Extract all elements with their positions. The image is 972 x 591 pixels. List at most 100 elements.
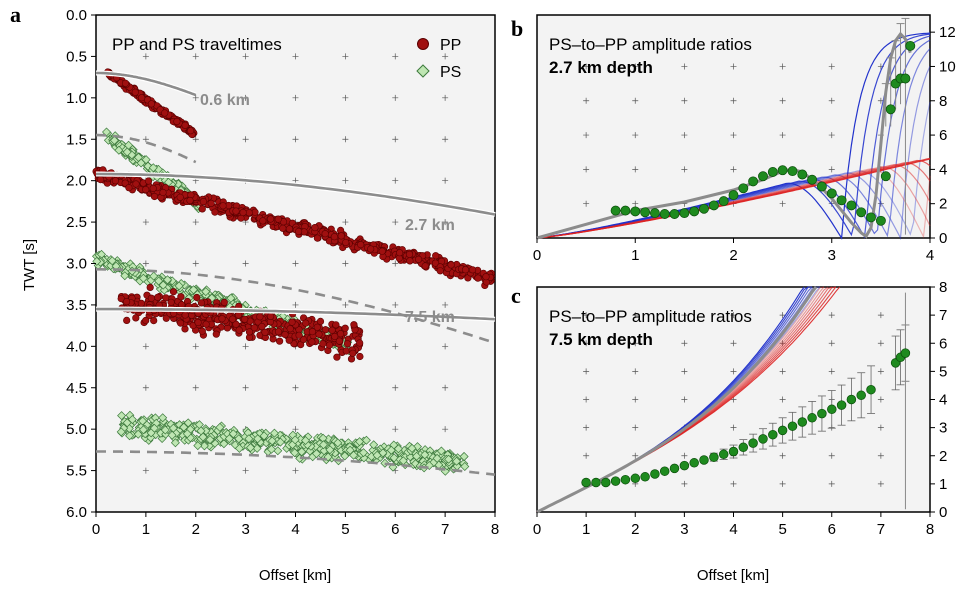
ps-data-point xyxy=(122,418,132,428)
grid-plus-mark xyxy=(632,396,639,403)
pp-data-point xyxy=(258,322,266,331)
grid-plus-mark xyxy=(632,368,639,375)
x-tick-label: 3 xyxy=(680,521,688,538)
panel-c-subtitle: 7.5 km depth xyxy=(549,330,653,349)
y-tick-label: 3 xyxy=(939,420,947,437)
ps-data-point xyxy=(183,418,193,428)
grid-plus-mark xyxy=(828,97,835,104)
ps-data-point xyxy=(219,439,229,449)
grid-plus-mark xyxy=(442,177,449,184)
grid-plus-mark xyxy=(730,312,737,319)
x-tick-label: 2 xyxy=(631,521,639,538)
pp-data-point xyxy=(142,186,150,194)
x-tick-label: 6 xyxy=(391,521,399,538)
grid-plus-mark xyxy=(828,132,835,139)
observed-point xyxy=(650,469,660,479)
grid-plus-mark xyxy=(632,340,639,347)
ps-data-point xyxy=(234,434,244,444)
observed-point xyxy=(817,408,827,419)
panel-a-letter: a xyxy=(10,2,21,27)
ps-data-point xyxy=(290,448,300,458)
pp-data-point xyxy=(461,266,470,274)
observed-point xyxy=(767,167,778,177)
panel-b-best-fit xyxy=(536,31,912,240)
panel-c-title: PS–to–PP amplitude ratios xyxy=(549,307,752,326)
pp-data-point xyxy=(308,338,316,346)
ps-data-point xyxy=(267,444,276,454)
pp-data-point xyxy=(436,267,444,275)
pp-data-point xyxy=(295,331,303,339)
pp-data-point xyxy=(350,321,358,329)
ps-data-point xyxy=(120,271,130,281)
pp-data-point xyxy=(235,326,243,334)
y-tick-label: 8 xyxy=(939,93,947,110)
pp-data-point xyxy=(125,184,133,192)
grid-plus-mark xyxy=(583,97,590,104)
pp-data-point xyxy=(421,262,429,270)
grid-plus-mark xyxy=(730,480,737,487)
panel-a-y-ticks: 0.0 0.5 1.0 1.5 2.0 2.5 3.0 3.5 4.0 4.5 5.0 5.5 6.0 xyxy=(66,7,96,521)
x-tick-label: 1 xyxy=(631,247,639,264)
x-tick-label: 0 xyxy=(533,521,541,538)
pp-data-point xyxy=(121,79,130,87)
ps-data-point xyxy=(158,413,168,423)
ps-data-point xyxy=(196,426,206,436)
pp-data-point xyxy=(181,311,189,319)
pp-data-point xyxy=(313,323,321,331)
pp-data-point xyxy=(169,288,178,296)
pp-data-point xyxy=(150,192,159,201)
pp-data-point xyxy=(186,196,194,205)
ps-data-point xyxy=(167,430,177,440)
observed-point xyxy=(699,455,709,465)
observed-point xyxy=(709,452,719,462)
pp-data-point xyxy=(356,352,364,361)
observed-point xyxy=(659,466,670,476)
y-tick-label: 4.0 xyxy=(66,338,87,355)
pp-data-point xyxy=(250,324,258,332)
x-tick-label: 1 xyxy=(142,521,150,538)
observed-point xyxy=(836,400,847,410)
pp-data-point xyxy=(330,233,339,241)
pp-data-point xyxy=(142,316,150,325)
pp-data-point xyxy=(288,318,296,326)
pp-data-point xyxy=(396,249,404,257)
pp-data-point xyxy=(199,198,207,206)
pp-data-point xyxy=(335,337,344,345)
observed-point xyxy=(689,206,700,217)
pp-data-point xyxy=(299,335,308,344)
x-tick-label: 0 xyxy=(533,247,541,264)
grid-plus-mark xyxy=(828,340,835,347)
y-tick-label: 8 xyxy=(939,279,947,296)
x-tick-label: 4 xyxy=(729,521,737,538)
ps-data-point xyxy=(148,163,158,173)
observed-point xyxy=(581,477,591,488)
grid-plus-mark xyxy=(192,260,199,267)
observed-point xyxy=(905,40,916,51)
y-tick-label: 4 xyxy=(939,161,947,178)
grid-plus-mark xyxy=(192,467,199,474)
grid-plus-mark xyxy=(342,384,349,391)
pp-data-point xyxy=(167,298,175,306)
depth-label-7-5-km: 7.5 km xyxy=(405,309,455,326)
grid-plus-mark xyxy=(681,396,688,403)
pp-data-point xyxy=(332,321,340,329)
pp-data-point xyxy=(193,293,201,302)
observed-point xyxy=(777,425,788,436)
pp-data-point xyxy=(211,208,219,216)
observed-point xyxy=(846,394,857,405)
grid-plus-mark xyxy=(730,166,737,173)
grid-plus-mark xyxy=(632,132,639,139)
pp-data-point xyxy=(321,230,329,238)
grid-plus-mark xyxy=(292,136,299,143)
grid-plus-mark xyxy=(681,166,688,173)
pp-data-point xyxy=(274,328,283,336)
y-tick-label: 10 xyxy=(939,58,956,75)
y-tick-label: 0 xyxy=(939,504,947,521)
observed-point xyxy=(718,196,729,207)
grid-plus-mark xyxy=(292,94,299,101)
best-fit-curve xyxy=(536,31,912,240)
observed-point xyxy=(640,472,650,482)
panel-c-letter: c xyxy=(511,283,521,308)
pp-data-point xyxy=(259,217,267,225)
ps-data-point xyxy=(372,450,382,460)
